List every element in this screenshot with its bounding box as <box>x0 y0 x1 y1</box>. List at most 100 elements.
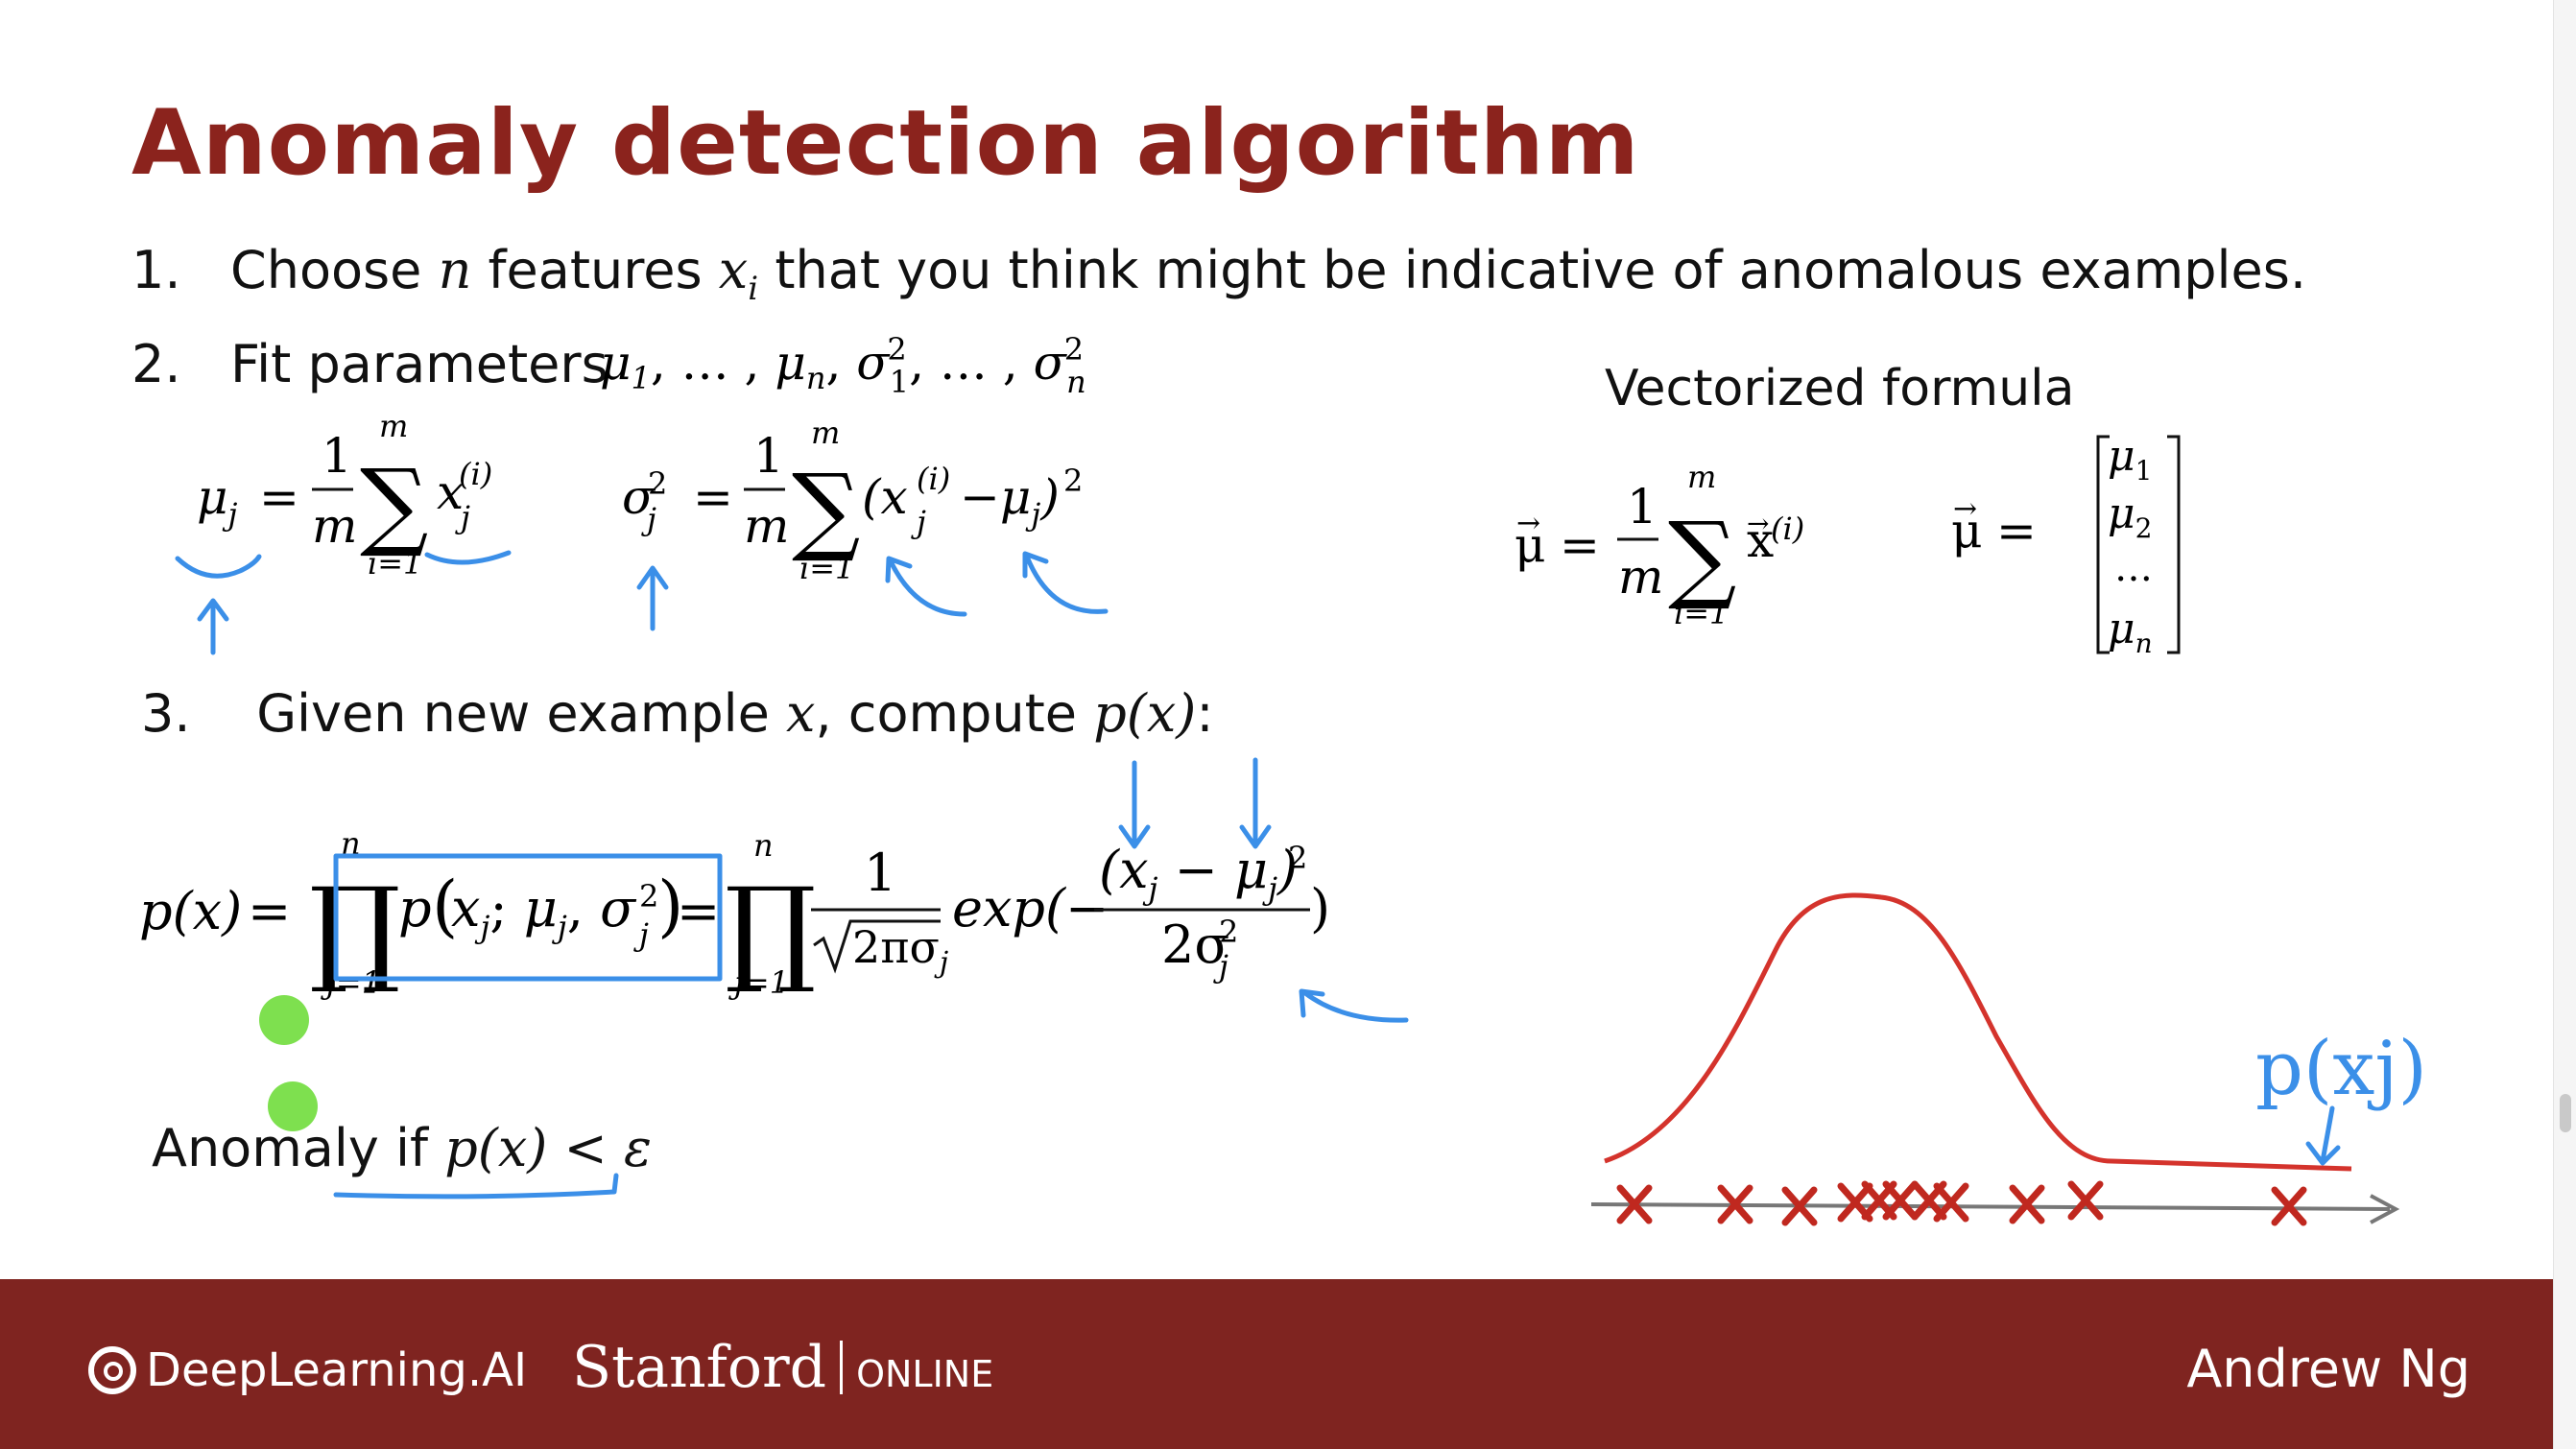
svg-text:=: = <box>259 469 299 525</box>
blue-annotations <box>175 550 2341 1200</box>
math-canvas: μ1, … , μn, σ2 1, … , σ2 n μj = 1 m m ∑ i=… <box>139 331 2427 1226</box>
svg-text:n: n <box>753 827 774 864</box>
svg-text:−μj): −μj) <box>960 469 1060 533</box>
svg-text:=: = <box>693 469 733 525</box>
svg-text:m: m <box>379 408 408 444</box>
annotation-pxj: p(xj) <box>2255 1026 2427 1112</box>
sample-markers <box>1616 1180 2307 1226</box>
parameter-list: μ1, … , μn, σ2 1, … , σ2 n <box>600 331 1086 400</box>
svg-text:j=1: j=1 <box>321 964 381 1001</box>
step-2: 2. Fit parameters <box>131 334 608 394</box>
svg-text:2πσj: 2πσj <box>852 921 948 980</box>
scrollbar-thumb[interactable] <box>2560 1094 2571 1132</box>
svg-text:n: n <box>341 825 361 862</box>
svg-text:i=1: i=1 <box>799 550 854 586</box>
svg-text:=: = <box>677 881 720 941</box>
density-formula: p(x) = ∏ n j=1 p ( xj; μj, σ 2 j ) = ∏ n… <box>139 825 1330 1001</box>
svg-text:j: j <box>911 504 926 540</box>
variance-formula: σ 2 j = 1 m m ∑ i=1 (x (i) j −μj) 2 <box>622 415 1083 586</box>
vectorized-formula-heading: Vectorized formula <box>1605 360 2075 417</box>
svg-text:(xj − μj): (xj − μj) <box>1099 840 1298 907</box>
step-1-x: xi <box>718 240 759 308</box>
svg-text:(: ( <box>432 867 458 945</box>
svg-text:2: 2 <box>639 878 658 915</box>
svg-text:(i): (i) <box>459 456 492 492</box>
svg-text:σ: σ <box>622 469 656 525</box>
svg-text:p: p <box>398 878 432 938</box>
svg-text:…: … <box>2114 546 2153 590</box>
author-name: Andrew Ng <box>2186 1339 2470 1399</box>
vector-mean-formula: μ → = 1 m m ∑ i=1 x → (i) <box>1515 459 1804 631</box>
deeplearning-ai-ring-icon <box>88 1346 136 1394</box>
svg-text:=: = <box>1996 503 2037 558</box>
svg-text:2: 2 <box>1288 840 1307 876</box>
svg-text:x: x <box>437 464 464 520</box>
svg-text:(i): (i) <box>917 461 950 497</box>
svg-text:m: m <box>1687 459 1716 495</box>
svg-text:→: → <box>1747 508 1769 539</box>
deeplearning-ai-logo: DeepLearning.AI <box>88 1343 527 1397</box>
svg-text:=: = <box>1560 517 1600 573</box>
svg-text:x: x <box>1747 512 1774 568</box>
svg-text:xj; μj, σ: xj; μj, σ <box>451 878 637 945</box>
svg-text:μn: μn <box>2108 605 2153 659</box>
svg-text:∑: ∑ <box>1668 501 1736 613</box>
logo-divider <box>840 1341 844 1394</box>
gaussian-sketch <box>1590 892 2400 1226</box>
svg-text:1: 1 <box>753 428 784 484</box>
svg-text:i=1: i=1 <box>368 545 422 582</box>
svg-text:μ: μ <box>1951 503 1983 558</box>
deeplearning-ai-text: DeepLearning.AI <box>146 1343 528 1397</box>
svg-text:m: m <box>811 415 840 451</box>
svg-text:(x: (x <box>862 469 908 525</box>
svg-text:): ) <box>657 867 683 945</box>
step-1-number: 1. <box>131 240 181 300</box>
green-marker-1 <box>259 995 309 1045</box>
svg-text:2: 2 <box>648 465 667 502</box>
step-2-text: Fit parameters <box>230 334 608 394</box>
step-1-mid: features <box>488 240 703 300</box>
svg-text:=: = <box>248 881 291 941</box>
svg-text:→: → <box>1516 507 1540 540</box>
svg-text:p(x): p(x) <box>139 881 242 941</box>
svg-text:2σ: 2σ <box>1161 915 1229 975</box>
step-3-pre: Given new example <box>256 683 770 744</box>
stanford-text: Stanford <box>572 1334 827 1401</box>
svg-text:∏: ∏ <box>309 864 401 997</box>
svg-text:m: m <box>1618 549 1663 605</box>
svg-text:∑: ∑ <box>360 448 428 560</box>
svg-text:∑: ∑ <box>792 453 860 565</box>
svg-text:∏: ∏ <box>725 864 817 997</box>
online-text: ONLINE <box>856 1353 994 1395</box>
step-1-post: that you think might be indicative of an… <box>775 240 2307 300</box>
svg-text:μ1: μ1 <box>2108 432 2152 487</box>
anomaly-cond: p(x) < <box>444 1118 608 1178</box>
stanford-online-logo: Stanford ONLINE <box>572 1334 993 1401</box>
svg-text:j=1: j=1 <box>728 964 789 1001</box>
step-1: 1. Choose n features xi that you think m… <box>131 240 2306 308</box>
annotation-pxj-label: p(xj) <box>2255 1026 2427 1112</box>
mean-formula: μj = 1 m m ∑ i=1 x (i) j <box>197 408 492 582</box>
svg-text:1: 1 <box>864 843 896 903</box>
svg-text:(i): (i) <box>1771 511 1804 547</box>
svg-text:exp(−: exp(− <box>952 878 1109 938</box>
step-3-colon: : <box>1196 683 1214 744</box>
vertical-scrollbar[interactable] <box>2553 0 2576 1449</box>
anomaly-epsilon: ε <box>623 1118 652 1178</box>
svg-text:j: j <box>633 916 649 953</box>
step-3-x: x <box>786 683 816 744</box>
vector-mu-definition: μ → = μ1 μ2 … μn <box>1951 432 2181 659</box>
step-3-number: 3. <box>141 683 191 744</box>
step-3-px: p(x) <box>1093 683 1197 744</box>
svg-text:μ: μ <box>1515 517 1546 573</box>
svg-text:1: 1 <box>322 428 352 484</box>
svg-text:m: m <box>744 498 789 554</box>
svg-text:m: m <box>312 498 357 554</box>
step-3: 3. Given new example x, compute p(x): <box>141 683 1214 744</box>
svg-text:→: → <box>1953 492 1977 526</box>
svg-text:μj: μj <box>197 469 238 533</box>
step-3-mid: , compute <box>815 683 1078 744</box>
step-1-pre: Choose <box>230 240 422 300</box>
svg-text:2: 2 <box>1063 463 1083 499</box>
